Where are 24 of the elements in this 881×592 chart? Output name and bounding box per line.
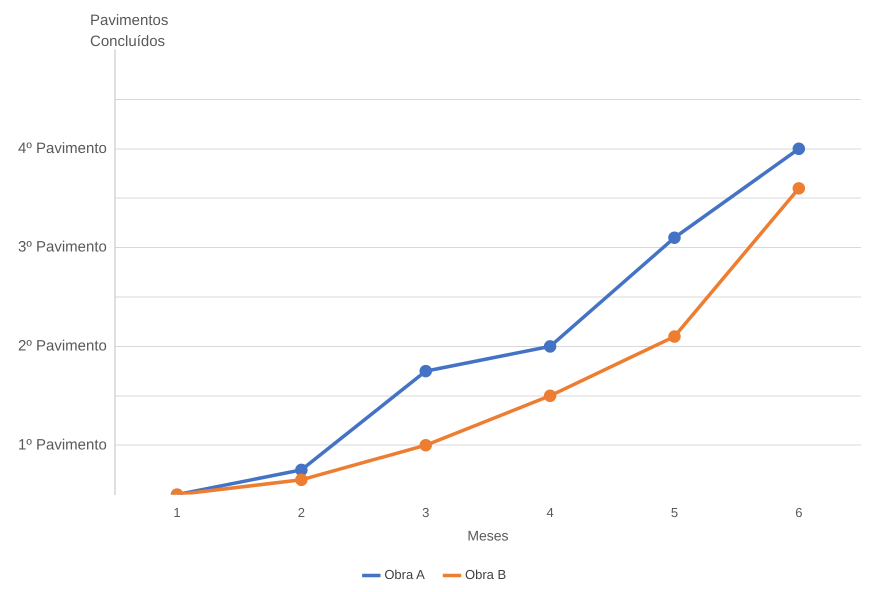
- y-tick-label: 3º Pavimento: [18, 238, 107, 256]
- x-tick-label: 2: [298, 504, 306, 520]
- point: [668, 330, 681, 343]
- point: [420, 364, 432, 378]
- legend-label: Obra B: [465, 567, 506, 582]
- x-tick-label: 3: [422, 504, 430, 520]
- x-tick-label: 5: [670, 504, 678, 520]
- y-tick-label: 2º Pavimento: [18, 338, 107, 355]
- x-tick-label: 1: [173, 504, 181, 520]
- point: [420, 438, 432, 452]
- y-tick-label: 1º Pavimento: [18, 436, 107, 454]
- x-tick-label: 4: [546, 504, 554, 520]
- point: [544, 340, 556, 353]
- y-axis-title: Pavimentos Concluídos: [90, 11, 170, 52]
- point: [668, 231, 681, 244]
- point: [295, 474, 308, 486]
- point: [792, 142, 806, 156]
- x-axis-title: Meses: [467, 527, 509, 544]
- x-tick-label: 6: [795, 504, 802, 520]
- point: [792, 182, 806, 195]
- legend-label: Obra A: [384, 567, 426, 582]
- point: [544, 390, 556, 402]
- point: [295, 464, 308, 476]
- y-tick-label: 4º Pavimento: [18, 140, 107, 157]
